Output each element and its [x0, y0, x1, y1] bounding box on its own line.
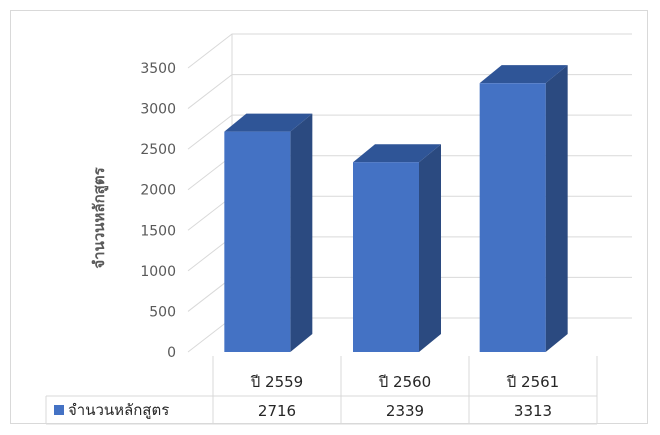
y-tick-label: 3000 [140, 102, 176, 118]
y-axis-label: จำนวนหลักสูตร [90, 166, 109, 268]
bar-front [224, 131, 291, 352]
y-tick-label: 1500 [140, 223, 176, 239]
bar-side [290, 113, 313, 352]
category-label: ปี 2559 [250, 373, 303, 391]
bar-front [479, 83, 546, 353]
category-label: ปี 2560 [378, 373, 431, 391]
category-label: ปี 2561 [506, 373, 559, 391]
y-tick-label: 2000 [140, 183, 176, 199]
bar-top [353, 144, 441, 163]
bar [479, 65, 568, 353]
bar-top [479, 65, 568, 84]
gridline [187, 33, 632, 69]
y-tick-label: 2500 [140, 142, 176, 158]
bar [224, 113, 313, 352]
data-value-label: 2716 [258, 402, 296, 420]
data-value-label: 2339 [386, 402, 424, 420]
bar-front [353, 162, 419, 352]
bars [224, 65, 568, 353]
bar [353, 144, 441, 352]
y-tick-label: 0 [167, 345, 176, 361]
y-axis-ticks: 0 500 1000 1500 2000 2500 3000 3500 [140, 61, 176, 361]
legend-label: จำนวนหลักสูตร [68, 401, 169, 419]
y-tick-label: 500 [149, 304, 176, 320]
data-value-label: 3313 [514, 402, 552, 420]
data-table: ปี 2559 ปี 2560 ปี 2561 จำนวนหลักสูตร 2716 23… [45, 356, 598, 425]
y-tick-label: 1000 [140, 264, 176, 280]
bar-top [224, 113, 313, 132]
legend-key [54, 405, 64, 415]
y-tick-label: 3500 [140, 61, 176, 77]
bar-side [545, 65, 568, 353]
bar-side [419, 144, 441, 352]
